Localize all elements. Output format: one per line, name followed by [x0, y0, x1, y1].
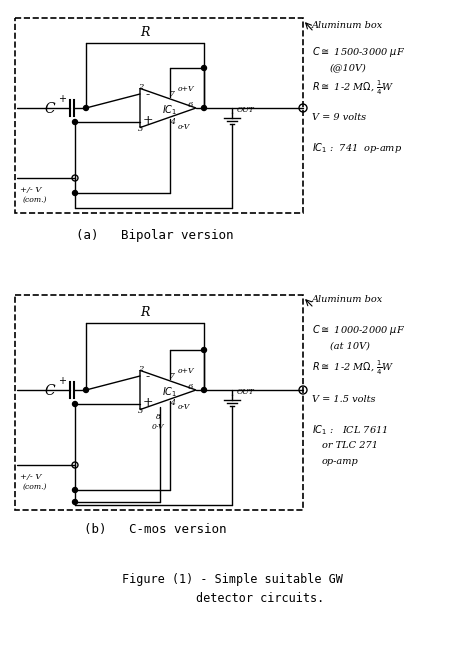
Circle shape [73, 401, 78, 407]
Text: 7: 7 [170, 90, 174, 98]
Circle shape [201, 106, 206, 110]
Text: C: C [45, 102, 55, 116]
Text: Aluminum box: Aluminum box [312, 296, 383, 304]
Text: +: + [143, 397, 153, 409]
Text: o-V: o-V [178, 123, 190, 131]
Text: 2: 2 [138, 83, 144, 91]
Text: detector circuits.: detector circuits. [140, 591, 325, 605]
Text: +/- V: +/- V [20, 473, 41, 481]
Text: -: - [146, 88, 150, 102]
Text: 2: 2 [138, 365, 144, 373]
Text: 4: 4 [170, 118, 174, 126]
Text: 4: 4 [170, 399, 174, 407]
Text: (com.): (com.) [23, 196, 47, 204]
Text: 3: 3 [138, 407, 144, 415]
Text: 6: 6 [187, 101, 193, 109]
Text: (at 10V): (at 10V) [330, 341, 370, 350]
Circle shape [84, 387, 88, 393]
Text: o+V: o+V [178, 367, 194, 375]
Text: $\mathit{IC_1}$: $\mathit{IC_1}$ [162, 385, 178, 399]
Text: or TLC 271: or TLC 271 [322, 442, 378, 451]
Text: Aluminum box: Aluminum box [312, 20, 383, 30]
Text: $C \cong$ 1000-2000 $\mu$F: $C \cong$ 1000-2000 $\mu$F [312, 323, 405, 337]
Text: -: - [146, 370, 150, 383]
Text: o+V: o+V [178, 84, 194, 93]
Circle shape [201, 348, 206, 352]
Text: V = 9 volts: V = 9 volts [312, 114, 366, 123]
Text: OUT: OUT [237, 106, 255, 114]
Text: 6: 6 [187, 383, 193, 391]
Text: $\mathit{IC_1}$ :  741  op-amp: $\mathit{IC_1}$ : 741 op-amp [312, 141, 402, 155]
Circle shape [84, 106, 88, 110]
Text: V = 1.5 volts: V = 1.5 volts [312, 395, 376, 405]
Text: $R \cong$ 1-2 M$\Omega$, $\frac{1}{4}$W: $R \cong$ 1-2 M$\Omega$, $\frac{1}{4}$W [312, 79, 394, 97]
Text: 7: 7 [170, 372, 174, 380]
Text: C: C [45, 384, 55, 398]
Text: Figure (1) - Simple suitable GW: Figure (1) - Simple suitable GW [121, 574, 342, 587]
Text: OUT: OUT [237, 388, 255, 396]
Text: $C \cong$ 1500-3000 $\mu$F: $C \cong$ 1500-3000 $\mu$F [312, 45, 405, 59]
Circle shape [73, 119, 78, 125]
Circle shape [73, 488, 78, 492]
Text: R: R [140, 26, 150, 40]
Text: R: R [140, 306, 150, 319]
Circle shape [73, 191, 78, 195]
Circle shape [73, 500, 78, 504]
Text: $\mathit{IC_1}$: $\mathit{IC_1}$ [162, 103, 178, 117]
Text: (com.): (com.) [23, 483, 47, 491]
Text: $R \cong$ 1-2 M$\Omega$, $\frac{1}{4}$W: $R \cong$ 1-2 M$\Omega$, $\frac{1}{4}$W [312, 359, 394, 377]
Text: (b)   C-mos version: (b) C-mos version [84, 523, 226, 537]
Text: op-amp: op-amp [322, 457, 359, 467]
Text: 0-V: 0-V [152, 423, 164, 431]
Circle shape [201, 65, 206, 71]
Text: (@10V): (@10V) [330, 63, 367, 73]
Text: (a)   Bipolar version: (a) Bipolar version [76, 228, 234, 242]
Text: +/- V: +/- V [20, 186, 41, 194]
Bar [15, 295, 303, 510]
Text: $\mathit{IC_1}$ :   ICL 7611: $\mathit{IC_1}$ : ICL 7611 [312, 423, 388, 437]
Text: +: + [58, 94, 66, 104]
Text: +: + [143, 114, 153, 127]
Text: 3: 3 [138, 125, 144, 133]
Text: 8: 8 [156, 412, 160, 421]
Text: +: + [58, 376, 66, 386]
Circle shape [201, 387, 206, 393]
Bar [15, 18, 303, 213]
Text: o-V: o-V [178, 403, 190, 411]
